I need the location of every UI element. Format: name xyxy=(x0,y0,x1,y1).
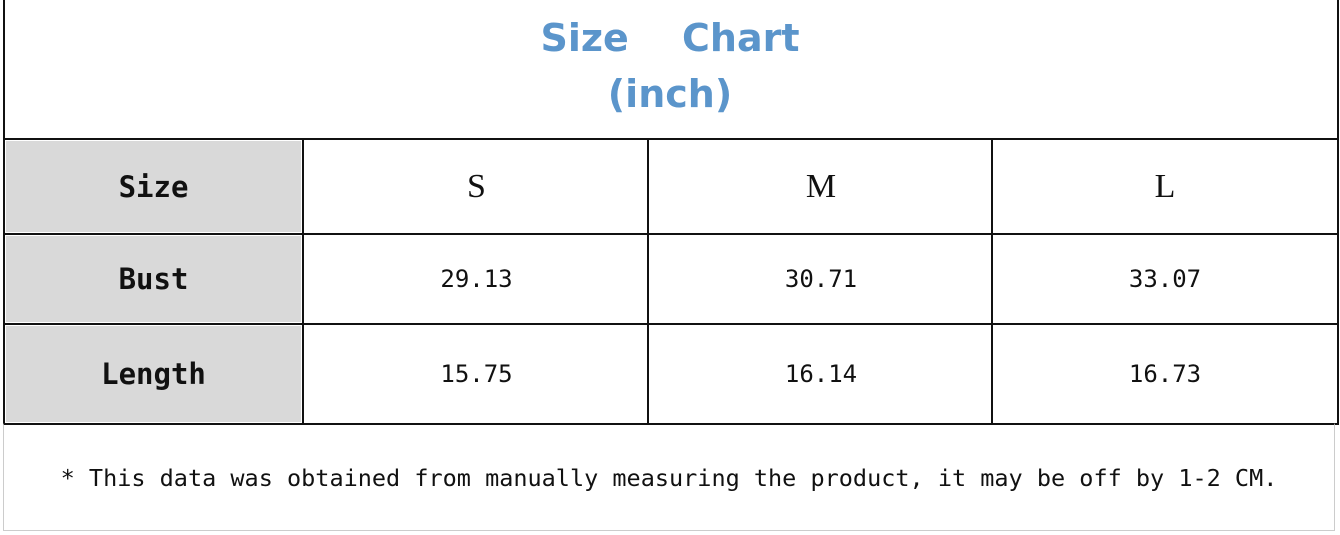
size-column-header: M xyxy=(647,138,993,233)
footnote: * This data was obtained from manually m… xyxy=(3,423,1335,531)
header-size: Size xyxy=(3,138,304,233)
table-cell: 15.75 xyxy=(302,323,649,423)
table-cell: 29.13 xyxy=(302,233,649,323)
table-cell: 33.07 xyxy=(991,233,1337,323)
unit-line: (inch) xyxy=(607,72,733,116)
title-line: Size Chart xyxy=(540,16,800,60)
table-cell: 16.14 xyxy=(647,323,993,423)
chart-title: Size Chart (inch) xyxy=(0,10,1340,122)
size-column-header: S xyxy=(302,138,649,233)
size-column-header: L xyxy=(991,138,1337,233)
table-cell: 30.71 xyxy=(647,233,993,323)
row-label: Bust xyxy=(3,233,304,323)
table-cell: 16.73 xyxy=(991,323,1337,423)
row-label: Length xyxy=(3,323,304,423)
